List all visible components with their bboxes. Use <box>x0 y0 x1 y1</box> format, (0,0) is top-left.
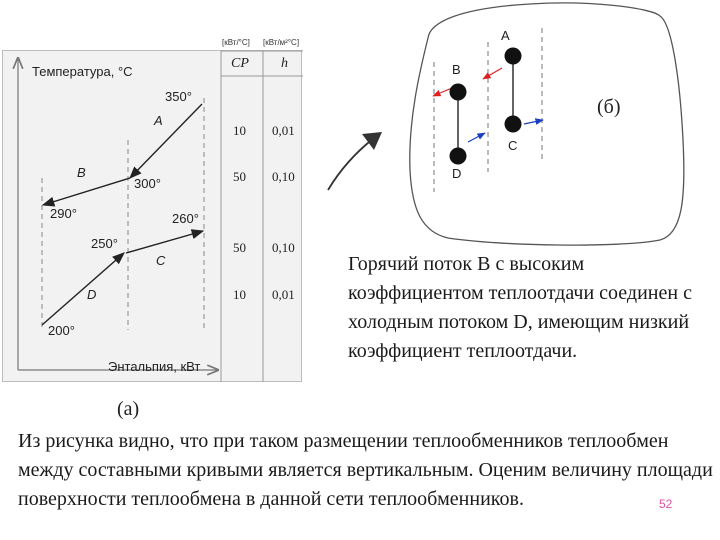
table-header-h: h <box>281 56 288 71</box>
x-axis-label: Энтальпия, кВт <box>108 359 201 374</box>
node-label-d: D <box>452 166 461 181</box>
table-cell-h: 0,10 <box>272 169 295 184</box>
y-axis-label: Температура, °C <box>32 64 133 79</box>
stream-label-d: D <box>87 287 97 302</box>
table-unit-h: [кВт/м²°C] <box>263 38 300 47</box>
node-d <box>449 147 467 165</box>
stream-label-b: B <box>77 165 86 180</box>
table-cell-cp: 50 <box>233 169 246 184</box>
table-cell-h: 0,01 <box>272 287 295 302</box>
stream-label-a: A <box>154 113 163 128</box>
hot-curve-a <box>129 103 203 179</box>
cold-curve-c <box>125 229 205 254</box>
node-label-a: A <box>501 28 510 43</box>
node-b <box>449 83 467 101</box>
node-a <box>504 47 522 65</box>
node-label-c: C <box>508 138 517 153</box>
hot-curve-b <box>41 177 131 207</box>
cold-stream-arrow-c <box>523 118 544 125</box>
cold-curve-d <box>41 252 125 326</box>
temp-label-300: 300° <box>134 176 161 191</box>
stream-label-c: C <box>156 253 166 268</box>
table-cell-h: 0,01 <box>272 123 295 138</box>
panel-b-caption: (б) <box>597 96 621 118</box>
cold-stream-arrow-d <box>467 132 486 143</box>
table-cell-h: 0,10 <box>272 240 295 255</box>
temp-label-290: 290° <box>50 206 77 221</box>
network-panel: A B C D (б) <box>409 2 685 246</box>
temp-label-260: 260° <box>172 211 199 226</box>
temp-label-250: 250° <box>91 236 118 251</box>
table-cell-cp: 10 <box>233 123 246 138</box>
connector-arrow-icon <box>327 132 382 191</box>
panel-a-caption: (а) <box>117 398 140 420</box>
composite-curves-panel <box>2 50 302 382</box>
table-cell-cp: 10 <box>233 287 246 302</box>
temp-label-350: 350° <box>165 89 192 104</box>
temp-label-200: 200° <box>48 323 75 338</box>
table-header-cp: CP <box>231 56 249 71</box>
composite-curves-diagram <box>0 50 303 382</box>
table-cell-cp: 50 <box>233 240 246 255</box>
node-label-b: B <box>452 62 461 77</box>
hot-stream-arrow-a <box>482 67 503 80</box>
page-number: 52 <box>659 497 673 511</box>
node-c <box>504 115 522 133</box>
hot-stream-description: Горячий поток B с высоким коэффициентом … <box>348 253 692 362</box>
conclusion-paragraph: Из рисунка видно, что при таком размещен… <box>18 430 713 510</box>
network-outline <box>409 2 685 246</box>
table-unit-cp: [кВт/°C] <box>222 38 250 47</box>
hot-stream-arrow-b <box>432 87 453 97</box>
